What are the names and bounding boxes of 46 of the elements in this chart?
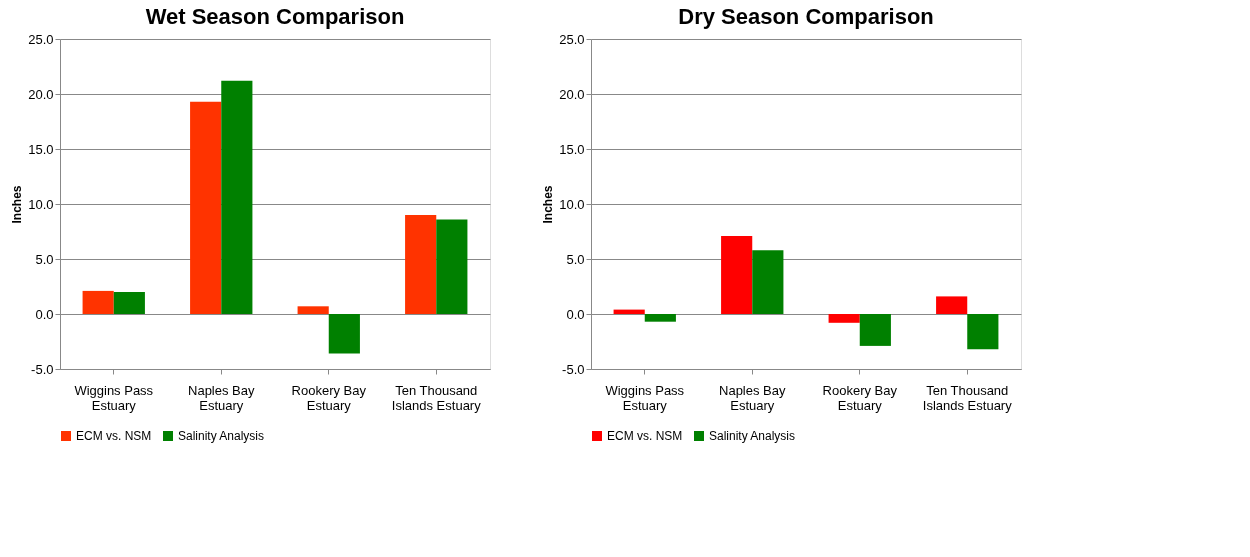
y-axis-title: Inches xyxy=(541,185,556,224)
bar xyxy=(752,250,784,314)
y-tick-label: 15.0 xyxy=(559,141,585,157)
x-tick-label: Ten Thousand Islands Estuary xyxy=(391,382,482,413)
legend-label: Salinity Analysis xyxy=(709,429,796,443)
x-tick-label: Rookery Bay Estuary xyxy=(822,382,898,413)
bar xyxy=(297,306,329,314)
bar xyxy=(405,215,437,314)
y-tick-label: 10.0 xyxy=(559,196,585,212)
y-tick-label: 5.0 xyxy=(35,251,54,267)
x-tick-label: Rookery Bay Estuary xyxy=(291,382,367,413)
y-tick-label: 0.0 xyxy=(566,306,585,322)
chart-title: Dry Season Comparison xyxy=(678,4,934,29)
bar xyxy=(328,314,360,354)
legend-label: ECM vs. NSM xyxy=(607,429,683,443)
y-tick-label: 5.0 xyxy=(566,251,585,267)
x-tick-label: Wiggins Pass Estuary xyxy=(605,382,685,413)
y-axis-title: Inches xyxy=(10,185,25,224)
bar xyxy=(936,296,968,314)
x-tick-label: Wiggins Pass Estuary xyxy=(74,382,154,413)
x-tick-label: Ten Thousand Islands Estuary xyxy=(922,382,1013,413)
y-tick-label: 25.0 xyxy=(559,31,585,47)
x-tick-label: Naples Bay Estuary xyxy=(188,382,255,413)
bar xyxy=(82,290,114,314)
legend-label: Salinity Analysis xyxy=(178,429,265,443)
bar xyxy=(613,309,645,314)
bar xyxy=(644,314,676,322)
y-tick-label: 20.0 xyxy=(559,86,585,102)
y-tick-label: -5.0 xyxy=(31,361,54,377)
bar xyxy=(828,314,860,323)
x-tick-label: Naples Bay Estuary xyxy=(719,382,786,413)
y-tick-label: 10.0 xyxy=(28,196,54,212)
bar xyxy=(190,101,222,314)
y-tick-label: -5.0 xyxy=(562,361,585,377)
bar xyxy=(113,292,145,314)
bar xyxy=(721,235,753,314)
y-tick-label: 20.0 xyxy=(28,86,54,102)
bar xyxy=(221,80,253,314)
bar xyxy=(859,314,891,346)
y-tick-label: 15.0 xyxy=(28,141,54,157)
bar xyxy=(967,314,999,350)
legend-label: ECM vs. NSM xyxy=(76,429,152,443)
bar xyxy=(436,219,468,314)
chart-title: Wet Season Comparison xyxy=(145,4,405,29)
y-tick-label: 0.0 xyxy=(35,306,54,322)
y-tick-label: 25.0 xyxy=(28,31,54,47)
